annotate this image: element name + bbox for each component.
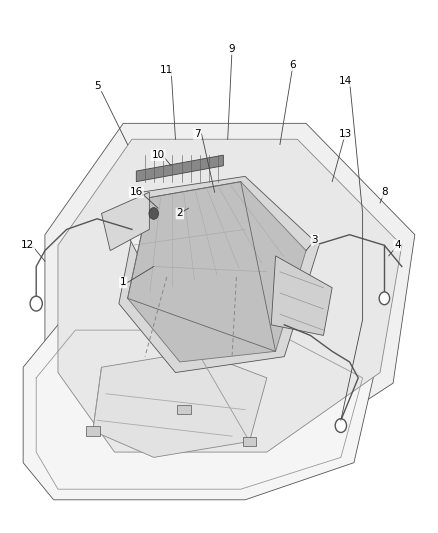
Circle shape <box>30 296 42 311</box>
Circle shape <box>379 292 390 305</box>
Text: 13: 13 <box>339 129 352 139</box>
Bar <box>243 437 256 446</box>
Polygon shape <box>23 314 376 500</box>
Circle shape <box>335 419 346 432</box>
Text: 4: 4 <box>394 240 401 251</box>
Polygon shape <box>127 219 271 277</box>
Text: 1: 1 <box>120 277 127 287</box>
Text: 6: 6 <box>290 60 296 70</box>
Text: 2: 2 <box>177 208 183 219</box>
Polygon shape <box>136 155 223 182</box>
Bar <box>177 405 191 415</box>
Text: 8: 8 <box>381 187 388 197</box>
Polygon shape <box>45 123 415 463</box>
Polygon shape <box>58 139 402 452</box>
Text: 9: 9 <box>229 44 235 54</box>
Polygon shape <box>93 351 267 457</box>
Polygon shape <box>119 176 319 373</box>
Text: 10: 10 <box>152 150 165 160</box>
Text: 16: 16 <box>130 187 143 197</box>
Text: 12: 12 <box>21 240 34 251</box>
Polygon shape <box>271 256 332 335</box>
Text: 14: 14 <box>339 76 352 86</box>
Polygon shape <box>127 182 306 362</box>
Bar <box>86 426 100 435</box>
Polygon shape <box>102 192 149 251</box>
Text: 5: 5 <box>94 81 100 91</box>
Text: 7: 7 <box>194 129 201 139</box>
Text: 11: 11 <box>160 66 173 75</box>
Circle shape <box>149 208 159 219</box>
Text: 3: 3 <box>311 235 318 245</box>
